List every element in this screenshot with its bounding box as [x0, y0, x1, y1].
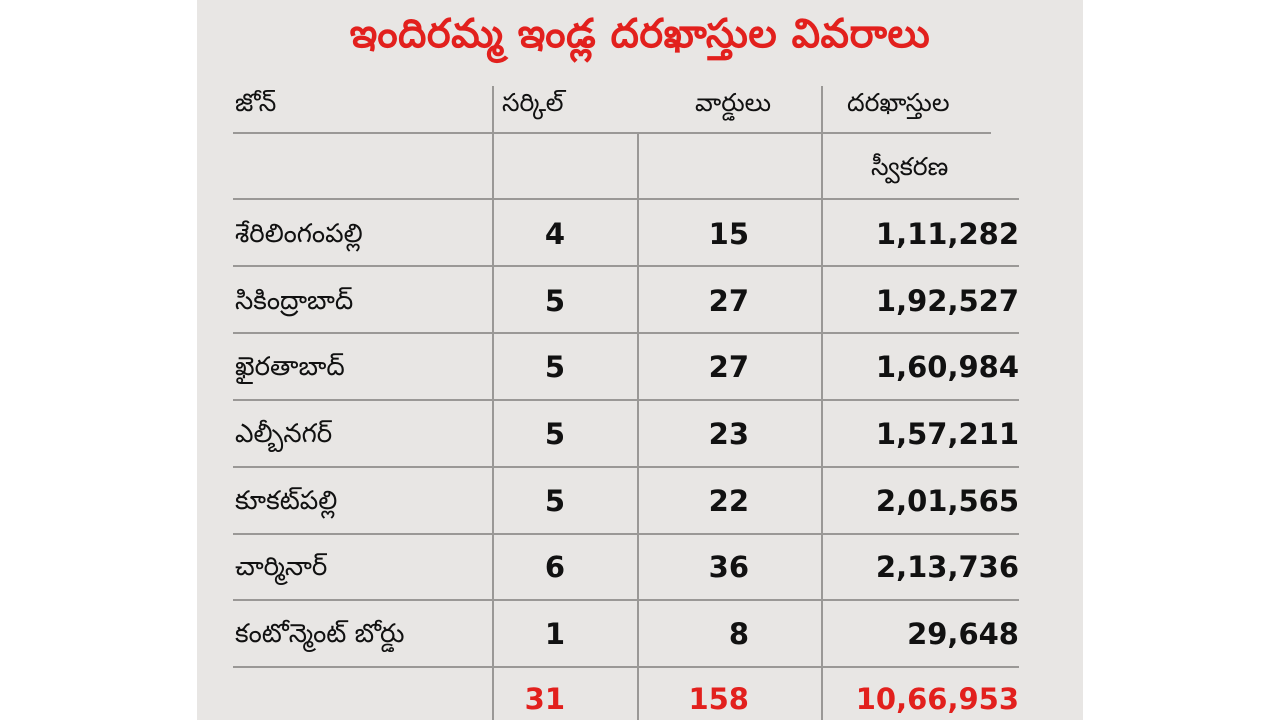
row-divider: [233, 666, 1019, 668]
ward-count: 23: [708, 417, 749, 451]
row-divider: [233, 466, 1019, 468]
row-divider: [233, 132, 991, 134]
circle-count: 1: [544, 617, 565, 651]
circle-count: 5: [544, 417, 565, 451]
zone-name: చార్మినార్: [235, 552, 328, 582]
circle-count: 4: [544, 217, 565, 251]
column-divider: [821, 86, 823, 720]
application-count: 1,57,211: [875, 417, 1019, 451]
header-applications-line2: స్వీకరణ: [871, 152, 949, 181]
zone-name: కూకట్‌పల్లి: [235, 486, 338, 516]
row-divider: [233, 533, 1019, 535]
circle-count: 6: [544, 550, 565, 584]
row-divider: [233, 198, 1019, 200]
row-divider: [233, 332, 1019, 334]
zone-name: శేరిలింగంపల్లి: [235, 219, 363, 249]
header-circle: సర్కిల్: [502, 88, 564, 117]
page-title: ఇందిరమ్మ ఇండ్ల దరఖాస్తుల వివరాలు: [349, 11, 931, 57]
application-count: 2,01,565: [875, 484, 1019, 518]
circle-count: 5: [544, 284, 565, 318]
row-divider: [233, 265, 1019, 267]
column-divider: [492, 86, 494, 720]
zone-name: ఎల్బీనగర్: [235, 419, 333, 449]
zone-name: ఖైరతాబాద్: [235, 352, 345, 382]
ward-count: 22: [708, 484, 749, 518]
application-count: 1,60,984: [875, 350, 1019, 384]
header-wards: వార్డులు: [695, 88, 772, 117]
zone-name: సికింద్రాబాద్: [235, 286, 354, 316]
header-zone: జోన్: [235, 88, 277, 117]
circle-count: 5: [544, 484, 565, 518]
column-divider: [637, 132, 639, 720]
circle-count: 5: [544, 350, 565, 384]
ward-count: 15: [708, 217, 749, 251]
ward-count: 36: [708, 550, 749, 584]
row-divider: [233, 599, 1019, 601]
application-count: 29,648: [907, 617, 1019, 651]
row-divider: [233, 399, 1019, 401]
total-applications: 10,66,953: [855, 682, 1019, 716]
zone-name: కంటోన్మెంట్ బోర్డు: [235, 619, 405, 649]
application-count: 1,92,527: [875, 284, 1019, 318]
application-count: 2,13,736: [875, 550, 1019, 584]
table-panel: ఇందిరమ్మ ఇండ్ల దరఖాస్తుల వివరాలు జోన్ సర…: [197, 0, 1083, 720]
application-count: 1,11,282: [875, 217, 1019, 251]
ward-count: 27: [708, 350, 749, 384]
header-applications-line1: దరఖాస్తుల: [847, 88, 950, 117]
total-wards: 158: [688, 682, 749, 716]
total-circles: 31: [524, 682, 565, 716]
ward-count: 8: [728, 617, 749, 651]
ward-count: 27: [708, 284, 749, 318]
